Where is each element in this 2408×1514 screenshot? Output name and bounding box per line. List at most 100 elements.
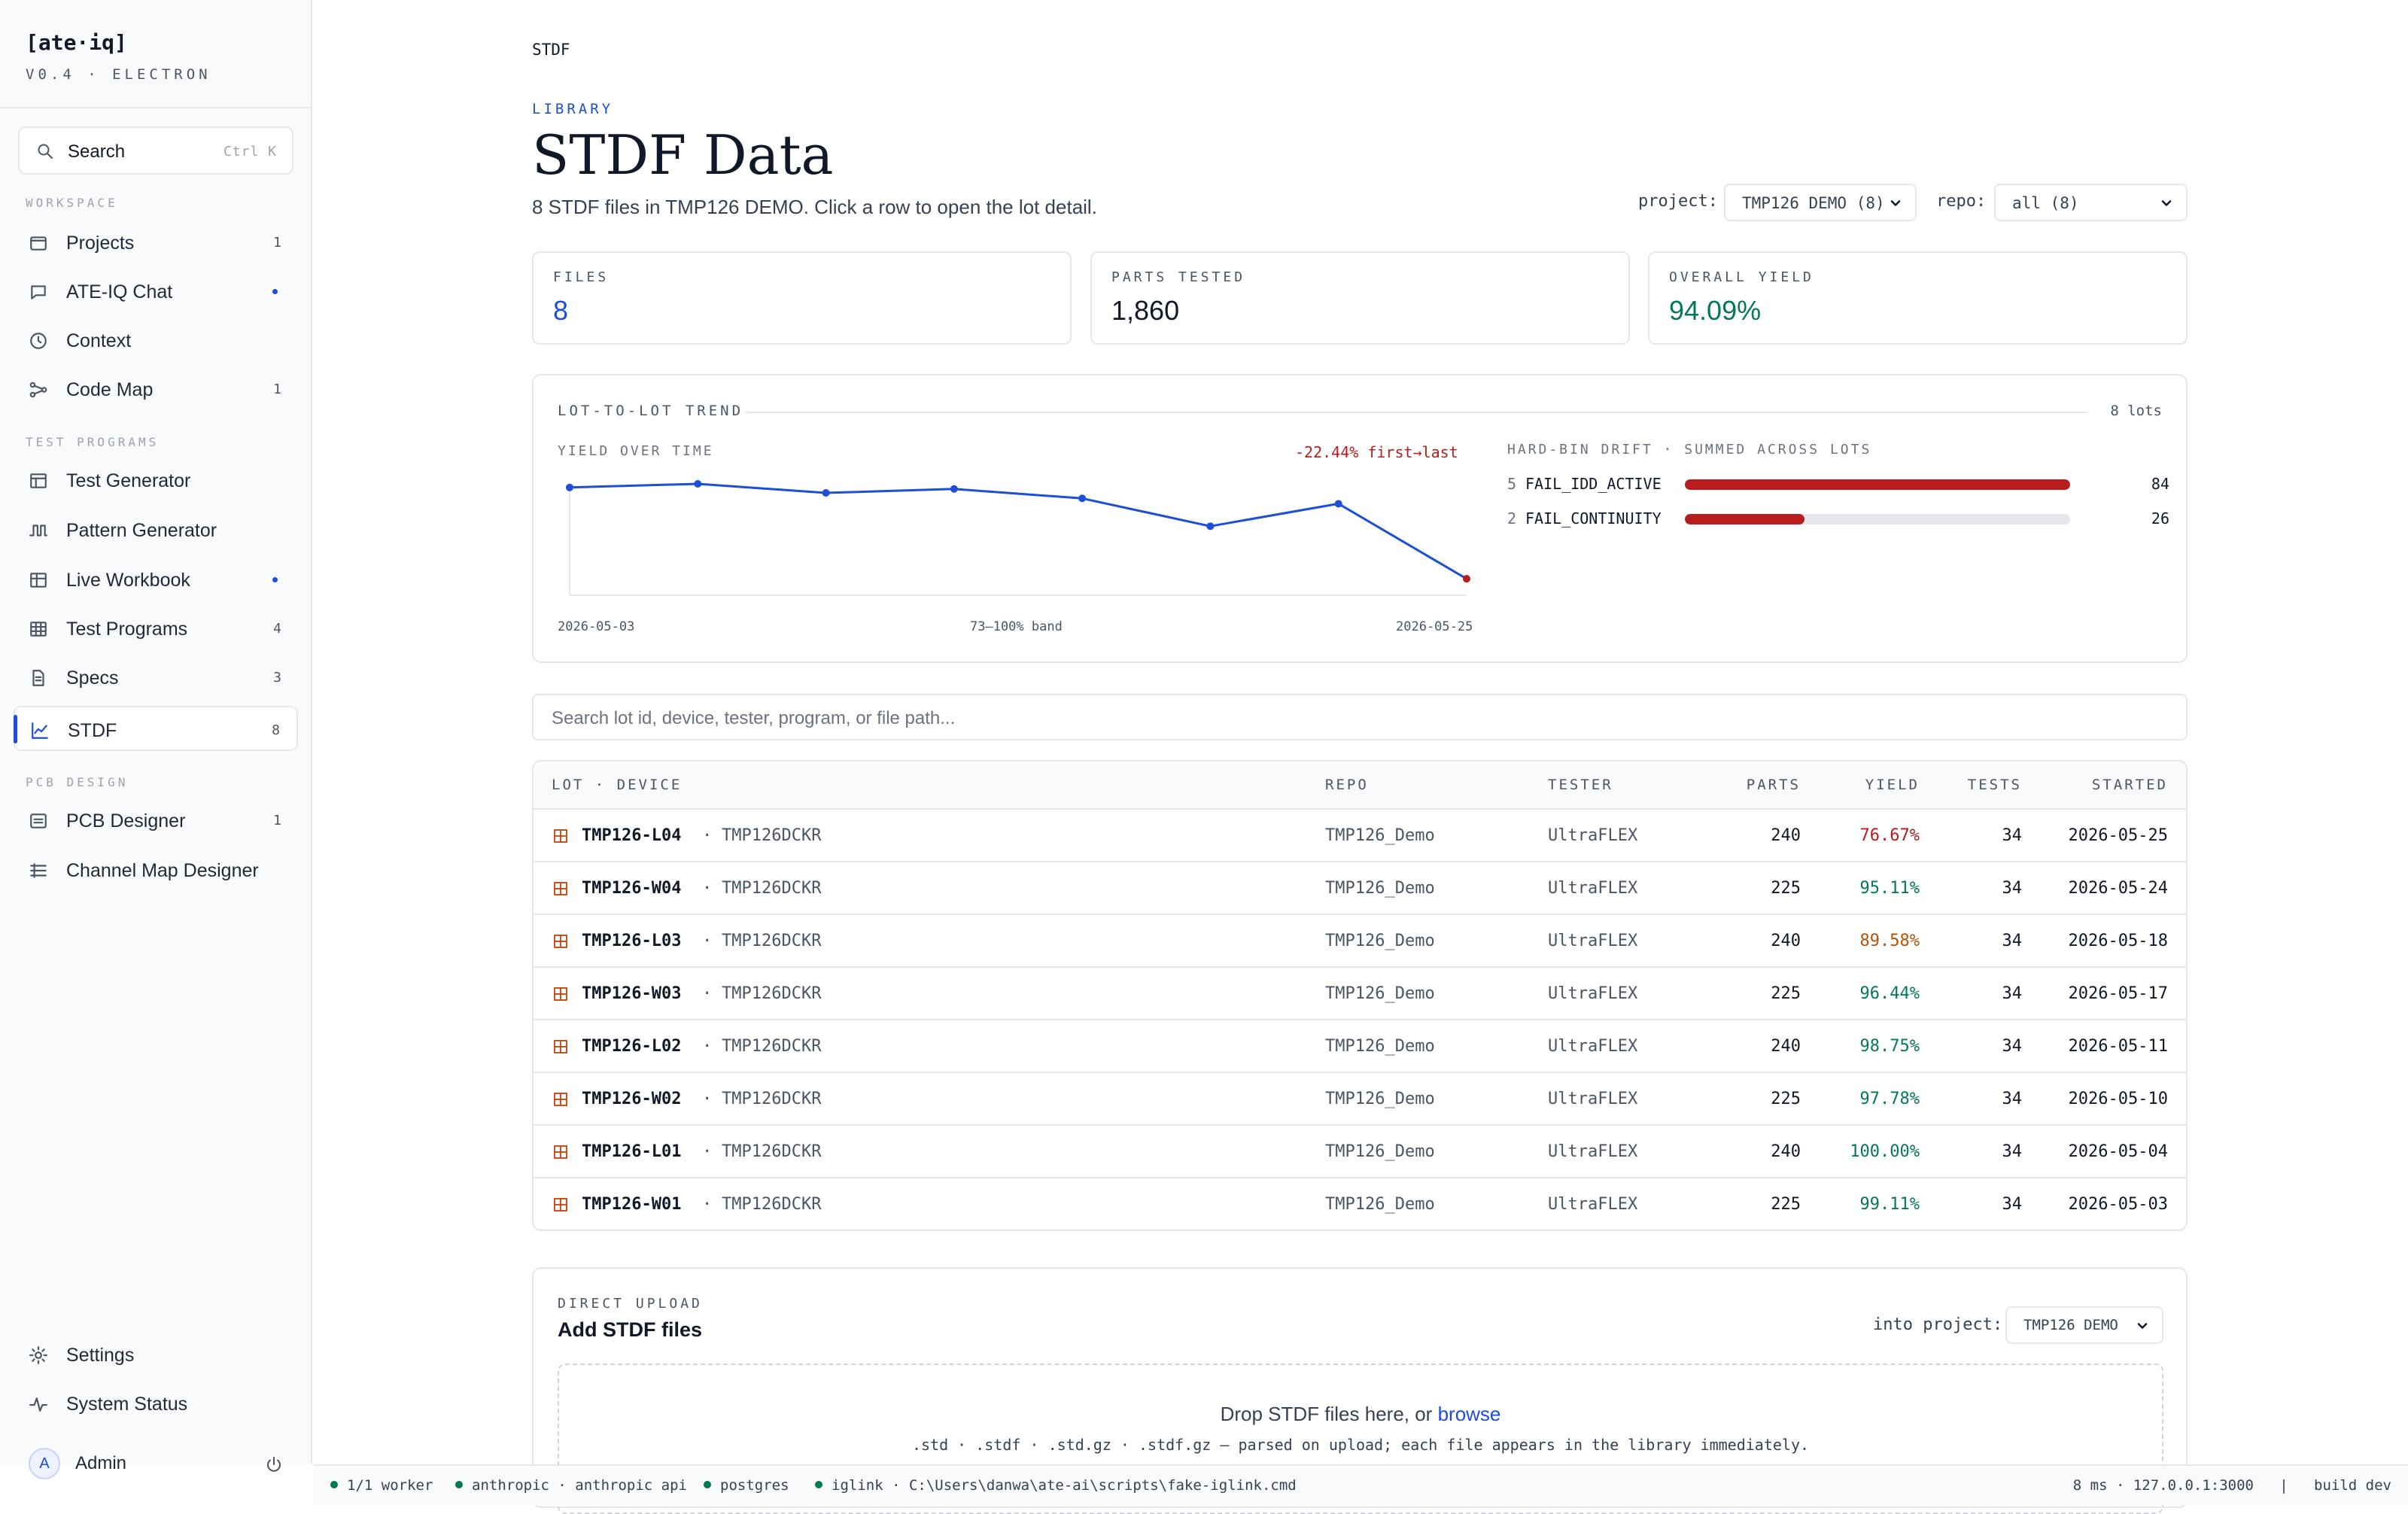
table-row[interactable]: TMP126-L01 · TMP126DCKR TMP126_Demo UltraFLE… [534, 1126, 2186, 1178]
project-filter-label: project: [1638, 192, 1718, 211]
parts: 240 [1771, 932, 1801, 950]
parts: 240 [1771, 1142, 1801, 1161]
upload-project-select[interactable]: TMP126 DEMO [2005, 1306, 2163, 1344]
yield-point [1078, 494, 1087, 503]
sidebar-item-stdf[interactable]: STDF 8 [14, 706, 298, 751]
col-parts[interactable]: PARTS [1746, 777, 1801, 793]
drift-bar-fill [1685, 514, 1804, 524]
wafer-grid-icon [554, 1040, 567, 1053]
parts: 225 [1771, 1090, 1801, 1108]
bin-number: 5 [1507, 475, 1517, 493]
sidebar-item-pattern-generator[interactable]: Pattern Generator [14, 507, 298, 552]
table-row[interactable]: TMP126-W03 · TMP126DCKR TMP126_Demo UltraFLE… [534, 968, 2186, 1020]
status-ok-dot [455, 1480, 463, 1488]
sidebar-item-label: Settings [66, 1345, 135, 1366]
col-yield[interactable]: YIELD [1865, 777, 1920, 793]
sidebar: [ate·iq] V0.4 · ELECTRON Search Ctrl K W… [0, 0, 312, 1479]
repo: TMP126_Demo [1325, 1142, 1435, 1161]
sidebar-item-channel-map[interactable]: Channel Map Designer [14, 847, 298, 892]
sidebar-item-label: Pattern Generator [66, 520, 217, 541]
sidebar-item-system-status[interactable]: System Status [14, 1381, 298, 1426]
unread-dot [272, 289, 278, 294]
avatar[interactable]: A [29, 1448, 60, 1479]
waveform-icon [29, 524, 47, 537]
repo: TMP126_Demo [1325, 1090, 1435, 1108]
tests: 34 [2002, 984, 2023, 1003]
lot-id: TMP126-L03 [582, 932, 682, 950]
started: 2026-05-11 [2068, 1037, 2168, 1056]
search-button[interactable]: Search Ctrl K [18, 126, 293, 175]
drop-text: Drop STDF files here, or [1220, 1403, 1433, 1425]
sidebar-item-pcb-designer[interactable]: PCB Designer 1 [14, 798, 298, 843]
col-repo[interactable]: REPO [1325, 777, 1369, 793]
started: 2026-05-10 [2068, 1090, 2168, 1108]
table-row[interactable]: TMP126-L02 · TMP126DCKR TMP126_Demo UltraFLE… [534, 1020, 2186, 1073]
project-select[interactable]: TMP126 DEMO (8) [1724, 184, 1917, 221]
status-text: iglink · C:\Users\danwa\ate-ai\scripts\f… [832, 1477, 1297, 1494]
lot-separator: · [702, 1037, 713, 1056]
table-row[interactable]: TMP126-W02 · TMP126DCKR TMP126_Demo UltraFLE… [534, 1073, 2186, 1126]
lot-id: TMP126-L02 [582, 1037, 682, 1056]
sidebar-item-projects[interactable]: Projects 1 [14, 220, 298, 265]
lot-search-input[interactable]: Search lot id, device, tester, program, … [532, 694, 2188, 740]
document-icon [32, 670, 44, 686]
user-name: Admin [75, 1453, 127, 1473]
status-ok-dot [704, 1480, 711, 1488]
sidebar-item-context[interactable]: Context [14, 318, 298, 363]
trend-rule [746, 412, 2088, 413]
table-row[interactable]: TMP126-W01 · TMP126DCKR TMP126_Demo UltraFLE… [534, 1178, 2186, 1230]
lot-id: TMP126-W04 [582, 879, 682, 898]
tester: UltraFLEX [1548, 1037, 1638, 1056]
chevron-down-icon [2137, 1323, 2148, 1329]
status-ok-dot [330, 1480, 338, 1488]
parts: 240 [1771, 1037, 1801, 1056]
section-pcb-design: PCB DESIGN [26, 775, 129, 789]
sidebar-item-chat[interactable]: ATE-IQ Chat [14, 269, 298, 314]
col-started[interactable]: STARTED [2091, 777, 2168, 793]
stat-label: PARTS TESTED [1111, 269, 1246, 285]
grid-icon [30, 622, 47, 637]
stat-label: OVERALL YIELD [1669, 269, 1814, 285]
sidebar-item-label: ATE-IQ Chat [66, 281, 173, 302]
bin-name: FAIL_IDD_ACTIVE [1525, 475, 1662, 493]
tests: 34 [2002, 1142, 2023, 1161]
lot-separator: · [702, 1090, 713, 1108]
yield-series-line [569, 482, 1467, 580]
sidebar-item-test-generator[interactable]: Test Generator [14, 458, 298, 503]
yield-point [1206, 522, 1215, 531]
x-tick-start: 2026-05-03 [558, 619, 635, 634]
wafer-grid-icon [554, 987, 567, 1001]
yield-point [694, 480, 702, 488]
power-icon[interactable] [265, 1455, 283, 1473]
tester: UltraFLEX [1548, 1090, 1638, 1108]
col-lot-device[interactable]: LOT · DEVICE [552, 777, 683, 793]
table-row[interactable]: TMP126-L04 · TMP126DCKR TMP126_Demo UltraFLE… [534, 810, 2186, 862]
drift-row: 2 FAIL_CONTINUITY 26 [1507, 508, 2169, 531]
sidebar-item-settings[interactable]: Settings [14, 1332, 298, 1377]
browse-link[interactable]: browse [1437, 1403, 1501, 1425]
table-row[interactable]: TMP126-L03 · TMP126DCKR TMP126_Demo UltraFLE… [534, 915, 2186, 968]
lot-separator: · [702, 826, 713, 845]
stat-label: FILES [553, 269, 610, 285]
status-iglink: iglink · C:\Users\danwa\ate-ai\scripts\f… [815, 1477, 1297, 1494]
clock-icon [30, 333, 47, 349]
started: 2026-05-18 [2068, 932, 2168, 950]
sidebar-divider [0, 107, 311, 108]
sidebar-item-specs[interactable]: Specs 3 [14, 655, 298, 700]
table-row[interactable]: TMP126-W04 · TMP126DCKR TMP126_Demo UltraFLE… [534, 862, 2186, 915]
repo-select[interactable]: all (8) [1994, 184, 2188, 221]
git-branch-icon [29, 382, 47, 398]
active-indicator [14, 715, 17, 743]
sidebar-item-live-workbook[interactable]: Live Workbook [14, 557, 298, 602]
lot-separator: · [702, 932, 713, 950]
wafer-grid-icon [554, 1145, 567, 1159]
col-tester[interactable]: TESTER [1548, 777, 1613, 793]
col-tests[interactable]: TESTS [1967, 777, 2022, 793]
tester: UltraFLEX [1548, 1195, 1638, 1214]
sidebar-item-test-programs[interactable]: Test Programs 4 [14, 606, 298, 651]
sidebar-item-count: 4 [273, 621, 281, 637]
drift-title: HARD-BIN DRIFT · SUMMED ACROSS LOTS [1507, 442, 1872, 458]
sidebar-item-code-map[interactable]: Code Map 1 [14, 366, 298, 412]
stat-value: 8 [553, 295, 569, 326]
lot-id: TMP126-W02 [582, 1090, 682, 1108]
